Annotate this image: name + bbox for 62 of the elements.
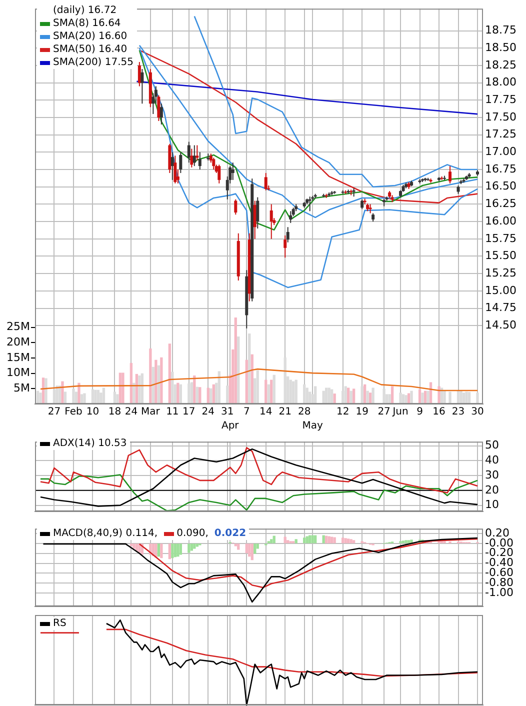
y-tick-label: 17.25 bbox=[485, 128, 516, 141]
x-tick-label: 11 bbox=[166, 406, 179, 418]
x-tick-label: 27 bbox=[48, 406, 61, 418]
y-tick-label: 18.50 bbox=[485, 41, 516, 54]
y-tick-label: 30 bbox=[485, 468, 499, 482]
text: May bbox=[302, 420, 324, 432]
x-tick-label: 10 bbox=[86, 406, 100, 418]
y-tick-label: 18.75 bbox=[485, 24, 516, 37]
legend-label: MACD(8,40,9) 0.114, bbox=[53, 527, 158, 540]
x-tick-label: 27 bbox=[378, 406, 390, 418]
y-tick-label: 16.25 bbox=[485, 197, 516, 210]
x-tick-label: 16 bbox=[432, 406, 446, 418]
x-tick-label: 19 bbox=[356, 406, 368, 418]
y-tick-label: 15.50 bbox=[485, 249, 516, 262]
y-tick-label: 40 bbox=[485, 454, 499, 467]
legend-label: SMA(8) 16.64 bbox=[53, 17, 121, 30]
y2-tick-label: 20M bbox=[6, 336, 30, 349]
y-tick-label: 50 bbox=[485, 438, 499, 452]
x-tick-label: 31 bbox=[221, 406, 234, 418]
y-tick-label: 17.50 bbox=[485, 110, 516, 124]
x-tick-label: 28 bbox=[298, 406, 311, 418]
x-tick-label: 7 bbox=[243, 406, 250, 418]
x-tick-label: 30 bbox=[471, 406, 484, 418]
text: Apr bbox=[221, 420, 240, 432]
x-tick-label: 23 bbox=[452, 406, 465, 418]
y-tick-label: 18.00 bbox=[485, 76, 516, 89]
y-tick-label: 17.00 bbox=[485, 145, 516, 158]
legend-label: RS bbox=[53, 617, 66, 630]
x-tick-label: 24 bbox=[124, 406, 138, 418]
x-tick-label: 21 bbox=[278, 406, 292, 418]
chart-title: (daily) 16.72 bbox=[52, 4, 117, 17]
y-tick-label: 16.75 bbox=[485, 162, 516, 176]
y-tick-label: 15.75 bbox=[485, 232, 516, 245]
y-tick-label: 14.75 bbox=[485, 301, 516, 314]
y-tick-label: 20 bbox=[485, 483, 499, 496]
legend-label: SMA(20) 16.60 bbox=[53, 30, 128, 43]
legend-label: SMA(200) 17.55 bbox=[53, 56, 134, 69]
y2-tick-label: 15M bbox=[6, 350, 30, 364]
legend-label: SMA(50) 16.40 bbox=[53, 43, 128, 56]
y-tick-label: 17.75 bbox=[485, 93, 516, 106]
y-tick-label: 14.50 bbox=[485, 318, 516, 332]
y-tick-label: 15.25 bbox=[485, 266, 516, 280]
x-tick-label: 17 bbox=[182, 406, 196, 418]
x-tick-label: 18 bbox=[108, 406, 122, 418]
x-tick-label: Feb bbox=[64, 406, 82, 418]
x-tick-label: Mar bbox=[141, 406, 161, 418]
y2-tick-label: 25M bbox=[6, 320, 30, 334]
legend-label: 0.090, bbox=[176, 527, 208, 540]
y-tick-label: 10 bbox=[485, 498, 499, 512]
y-tick-label: 18.25 bbox=[485, 58, 516, 72]
y-tick-label: 16.50 bbox=[485, 180, 516, 193]
y-tick-label: 16.00 bbox=[485, 214, 516, 228]
x-tick-label: 24 bbox=[202, 406, 215, 418]
y2-tick-label: 10M bbox=[6, 366, 30, 380]
x-tick-label: Jun bbox=[392, 406, 408, 418]
y-tick-label: 15.00 bbox=[485, 284, 516, 297]
x-tick-label: 12 bbox=[336, 406, 350, 418]
x-tick-label: 14 bbox=[260, 406, 272, 418]
x-tick-label: 9 bbox=[416, 406, 423, 418]
annotation: 0.022 bbox=[214, 527, 246, 540]
y2-tick-label: 5M bbox=[14, 382, 30, 395]
legend-label: ADX(14) 10.53 bbox=[53, 437, 127, 450]
